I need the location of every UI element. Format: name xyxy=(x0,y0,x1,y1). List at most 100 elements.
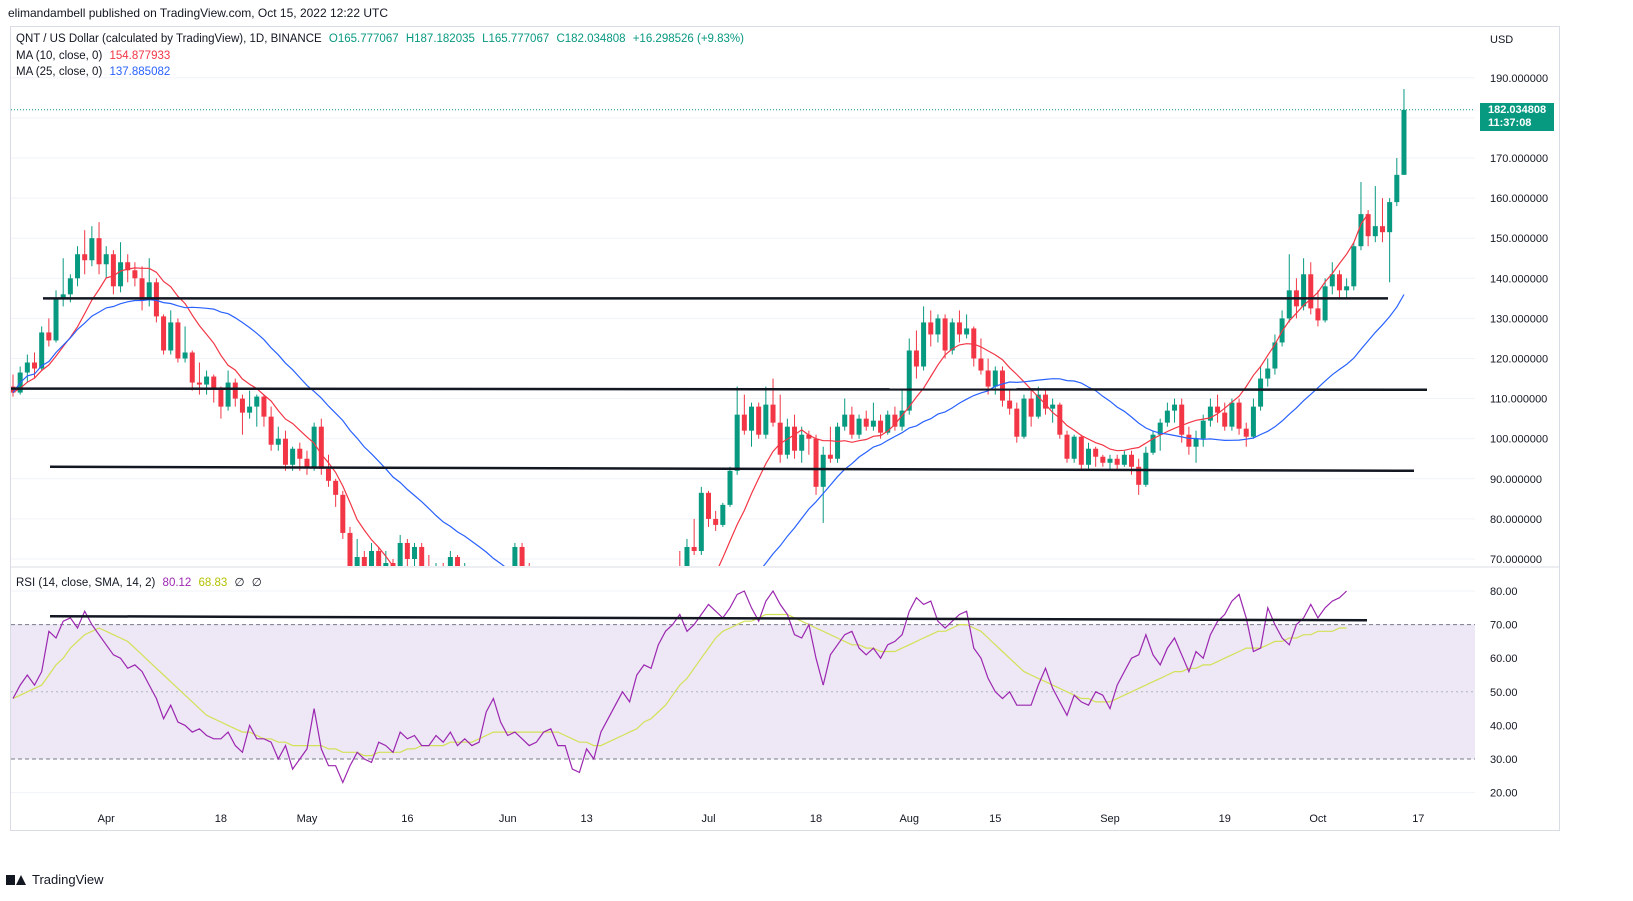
last-price-value: 182.034808 xyxy=(1488,104,1547,116)
candle-up xyxy=(784,426,790,455)
candle-up xyxy=(1107,458,1113,463)
candle-down xyxy=(1042,394,1048,409)
ma10-line xyxy=(12,213,1369,566)
candle-down xyxy=(1078,436,1084,465)
footer-brand[interactable]: TradingView xyxy=(6,872,104,887)
candle-down xyxy=(161,316,167,351)
candle-down xyxy=(505,595,510,613)
rsi-sma-value: 68.83 xyxy=(198,577,228,589)
candle-down xyxy=(691,546,697,551)
candle-down xyxy=(1179,404,1185,435)
candle-down xyxy=(878,420,884,433)
candle-up xyxy=(39,332,45,369)
brand-name: TradingView xyxy=(32,872,104,887)
candle-up xyxy=(1164,410,1170,423)
candle-up xyxy=(885,414,891,433)
price-tick-label: 170.000000 xyxy=(1490,153,1548,165)
candle-down xyxy=(1379,226,1385,233)
candle-down xyxy=(741,414,747,431)
candle-down xyxy=(132,270,138,279)
symbol-title: QNT / US Dollar (calculated by TradingVi… xyxy=(16,33,322,45)
candle-up xyxy=(1207,406,1213,421)
candle-up xyxy=(1250,406,1256,437)
candle-up xyxy=(447,556,453,566)
candle-down xyxy=(239,398,245,413)
candle-up xyxy=(24,362,30,373)
candle-up xyxy=(1200,420,1206,439)
rsi-line xyxy=(12,589,1348,785)
candle-down xyxy=(705,492,711,519)
candle-up xyxy=(949,322,955,351)
candle-up xyxy=(906,350,912,411)
candle-up xyxy=(1050,404,1056,409)
candle-up xyxy=(434,569,439,579)
candle-down xyxy=(261,396,267,417)
x-tick-label: 18 xyxy=(215,813,227,825)
candle-down xyxy=(426,567,431,579)
chart-frame xyxy=(10,26,1560,831)
candle-down xyxy=(863,418,869,427)
candle-up xyxy=(60,294,66,299)
rsi-sma-line xyxy=(12,613,1347,757)
candle-up xyxy=(842,414,848,427)
candle-down xyxy=(469,569,474,583)
candle-up xyxy=(820,454,826,487)
candle-down xyxy=(318,426,324,469)
candle-down xyxy=(297,448,303,459)
price-tick-label: 120.000000 xyxy=(1490,354,1548,366)
candle-down xyxy=(1308,274,1314,309)
candle-down xyxy=(390,563,396,566)
last-price-tag: 182.034808 11:37:08 xyxy=(1480,103,1554,131)
candle-down xyxy=(196,382,202,385)
candle-up xyxy=(899,410,905,427)
candle-up xyxy=(247,406,253,413)
candle-down xyxy=(32,362,38,369)
rsi-extra-1: ∅ xyxy=(234,577,245,589)
candle-down xyxy=(813,438,819,487)
price-tick-label: 160.000000 xyxy=(1490,193,1548,205)
rsi-legend: RSI (14, close, SMA, 14, 2) 80.12 68.83 … xyxy=(16,575,266,589)
x-tick-label: Aug xyxy=(899,813,919,825)
candle-up xyxy=(964,328,970,335)
candle-up xyxy=(491,587,496,601)
candle-up xyxy=(1021,398,1027,437)
candle-down xyxy=(1014,408,1020,437)
candle-up xyxy=(204,376,210,385)
candle-down xyxy=(268,416,274,445)
candle-down xyxy=(218,388,224,407)
currency-label: USD xyxy=(1490,34,1513,46)
candle-down xyxy=(956,322,962,335)
candle-up xyxy=(1372,226,1378,237)
candle-down xyxy=(1215,406,1221,413)
candle-down xyxy=(942,318,948,351)
candle-up xyxy=(1286,290,1292,319)
x-tick-label: 15 xyxy=(989,813,1001,825)
candle-down xyxy=(189,352,195,383)
candle-up xyxy=(182,352,188,359)
x-tick-label: May xyxy=(297,813,318,825)
bar-countdown: 11:37:08 xyxy=(1488,117,1532,129)
candle-up xyxy=(275,438,281,445)
candle-down xyxy=(756,406,762,435)
candle-down xyxy=(1100,456,1106,463)
change-value: +16.298526 (+9.83%) xyxy=(632,33,744,45)
candle-up xyxy=(462,569,467,575)
candle-down xyxy=(999,370,1005,401)
candle-down xyxy=(139,278,145,301)
publisher-line: elimandambell published on TradingView.c… xyxy=(8,6,388,20)
candle-up xyxy=(290,448,296,465)
candle-down xyxy=(46,332,52,341)
candle-up xyxy=(354,556,360,566)
candle-down xyxy=(827,454,833,459)
price-tick-label: 150.000000 xyxy=(1490,233,1548,245)
candle-up xyxy=(1172,404,1178,411)
low-value: L165.777067 xyxy=(482,33,550,45)
resistance-line-middle xyxy=(10,387,1428,392)
candle-up xyxy=(53,298,59,341)
rsi-tick-label: 80.00 xyxy=(1490,586,1518,598)
x-tick-label: 13 xyxy=(580,813,592,825)
x-tick-label: 17 xyxy=(1412,813,1424,825)
candle-down xyxy=(1243,428,1249,437)
candle-down xyxy=(333,480,339,495)
